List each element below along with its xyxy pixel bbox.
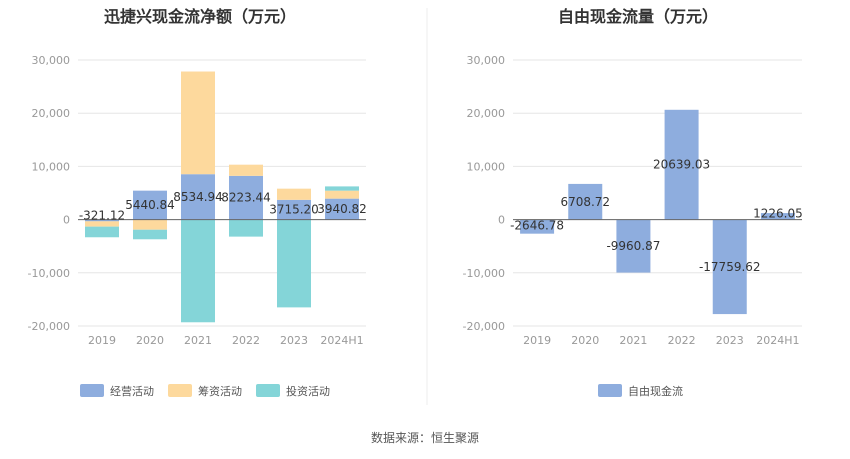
data-label: 1226.05 — [753, 207, 803, 221]
bar[interactable] — [133, 229, 167, 240]
legend-swatch[interactable] — [168, 384, 192, 397]
bar[interactable] — [325, 186, 359, 191]
legend-label[interactable]: 经营活动 — [110, 384, 154, 398]
x-tick-label: 2023 — [280, 334, 308, 347]
bar[interactable] — [133, 190, 167, 220]
x-tick-label: 2020 — [136, 334, 164, 347]
bar[interactable] — [229, 219, 263, 237]
bar[interactable] — [277, 219, 311, 308]
bar[interactable] — [325, 198, 359, 220]
data-label: -321.12 — [79, 208, 125, 222]
net-cash-flow-chart: 迅捷兴现金流净额（万元） 30,000 20,000 10,000 0 -10,000 -2… — [28, 7, 367, 398]
bar[interactable] — [325, 190, 359, 199]
bar[interactable] — [277, 188, 311, 200]
y-tick-label: -20,000 — [463, 320, 505, 333]
data-label: 3940.82 — [317, 202, 367, 216]
data-label: 8534.94 — [173, 190, 223, 204]
x-tick-label: 2021 — [619, 334, 647, 347]
free-cash-flow-chart: 自由现金流量（万元） 30,000 20,000 10,000 0 -10,000 -20,… — [463, 7, 803, 398]
legend-swatch[interactable] — [256, 384, 280, 397]
data-label: 5440.84 — [125, 198, 175, 212]
data-label: -17759.62 — [699, 260, 761, 274]
y-tick-label: -10,000 — [28, 267, 70, 280]
bar[interactable] — [760, 213, 795, 220]
bar[interactable] — [277, 199, 311, 220]
x-tick-label: 2024H1 — [320, 334, 363, 347]
legend-label[interactable]: 筹资活动 — [198, 384, 242, 398]
x-tick-label: 2020 — [571, 334, 599, 347]
bar[interactable] — [229, 175, 263, 220]
bar[interactable] — [568, 183, 603, 220]
data-label: -2646.78 — [510, 219, 564, 233]
chart-title: 迅捷兴现金流净额（万元） — [104, 7, 296, 26]
y-tick-label: 30,000 — [467, 54, 506, 67]
data-label: 6708.72 — [560, 195, 610, 209]
bar[interactable] — [85, 219, 119, 222]
y-tick-label: 0 — [498, 214, 505, 227]
y-tick-label: 30,000 — [32, 54, 71, 67]
data-label: 8223.44 — [221, 191, 271, 205]
x-tick-label: 2019 — [88, 334, 116, 347]
x-tick-label: 2024H1 — [756, 334, 799, 347]
x-tick-label: 2019 — [523, 334, 551, 347]
y-tick-label: 20,000 — [467, 107, 506, 120]
bar[interactable] — [520, 219, 555, 234]
data-label: -9960.87 — [606, 239, 660, 253]
chart-title: 自由现金流量（万元） — [558, 7, 718, 26]
bar[interactable] — [181, 71, 215, 175]
x-tick-label: 2022 — [232, 334, 260, 347]
x-tick-label: 2023 — [716, 334, 744, 347]
bar[interactable] — [712, 219, 747, 315]
y-tick-label: 10,000 — [467, 160, 506, 173]
legend-label[interactable]: 自由现金流 — [628, 384, 683, 398]
y-tick-label: 0 — [63, 214, 70, 227]
data-label: 20639.03 — [653, 158, 710, 172]
x-tick-label: 2022 — [668, 334, 696, 347]
y-tick-label: -10,000 — [463, 267, 505, 280]
legend-swatch[interactable] — [598, 384, 622, 397]
bar[interactable] — [664, 109, 699, 220]
bar[interactable] — [85, 221, 119, 227]
bar[interactable] — [133, 219, 167, 230]
x-tick-label: 2021 — [184, 334, 212, 347]
bar[interactable] — [181, 219, 215, 323]
bar[interactable] — [85, 226, 119, 238]
data-label: 3715.20 — [269, 203, 319, 217]
legend-label[interactable]: 投资活动 — [286, 384, 330, 398]
y-tick-label: 20,000 — [32, 107, 71, 120]
bar[interactable] — [616, 219, 651, 273]
bar[interactable] — [181, 174, 215, 220]
source-label: 数据来源：恒生聚源 — [371, 430, 479, 445]
bar[interactable] — [229, 164, 263, 176]
y-tick-label: -20,000 — [28, 320, 70, 333]
legend-swatch[interactable] — [80, 384, 104, 397]
y-tick-label: 10,000 — [32, 160, 71, 173]
